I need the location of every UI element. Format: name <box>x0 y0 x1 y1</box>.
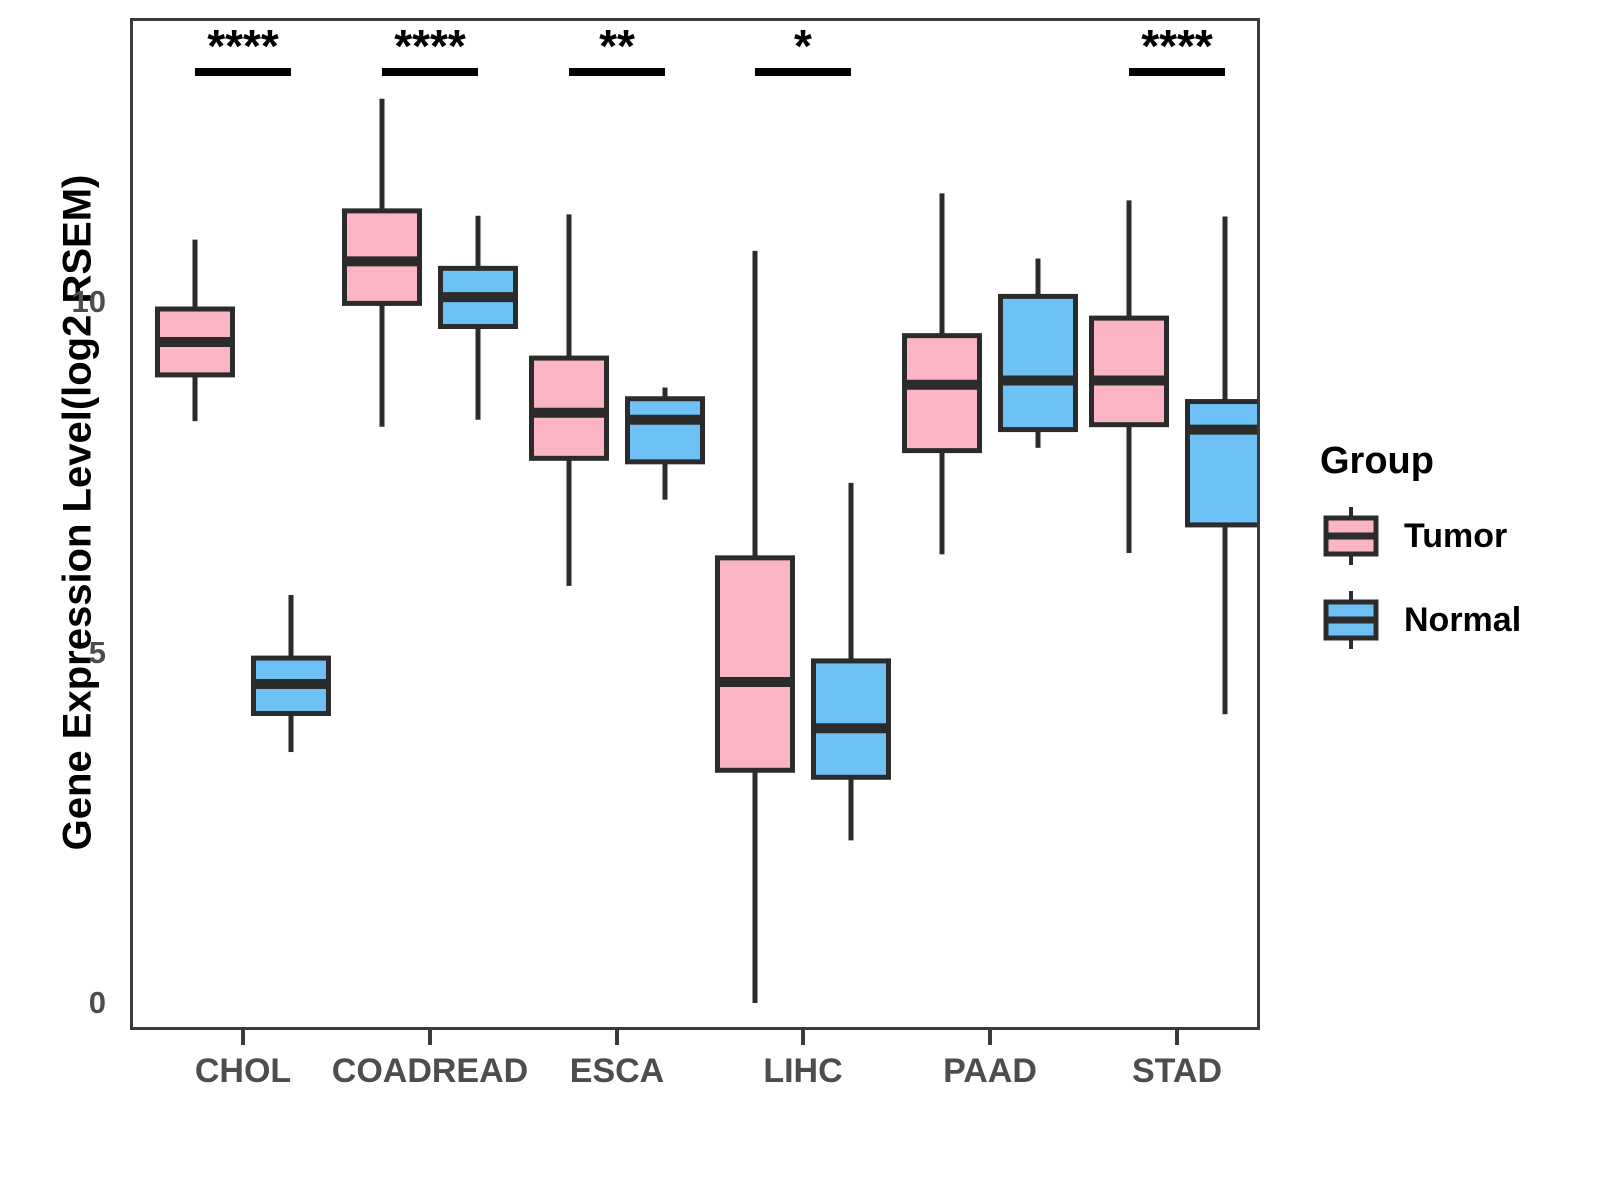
plot-panel: **** **** ** * **** <box>130 18 1260 1030</box>
x-tick-label-paad: PAAD <box>943 1052 1037 1090</box>
x-tick-mark-paad <box>988 1030 992 1045</box>
box-rect <box>811 658 891 780</box>
legend-items: Tumor Normal <box>1320 505 1590 651</box>
box-esca-normal <box>625 387 705 500</box>
box-coadread-normal <box>438 215 518 420</box>
box-esca-tumor <box>529 214 609 586</box>
significance-lihc: * <box>755 21 851 76</box>
box-rect <box>1185 399 1257 528</box>
box-stad-normal <box>1185 216 1257 715</box>
box-rect <box>1089 315 1169 428</box>
y-tick-label-5: 5 <box>88 634 106 670</box>
legend-item-normal[interactable]: Normal <box>1320 589 1590 651</box>
box-stad-tumor <box>1089 200 1169 553</box>
box-chol-normal <box>251 595 331 753</box>
box-rect <box>715 555 795 773</box>
legend-label-tumor: Tumor <box>1404 516 1508 555</box>
significance-stad: **** <box>1129 21 1225 76</box>
significance-label: ** <box>599 21 635 72</box>
box-rect <box>998 293 1078 433</box>
box-coadread-tumor <box>342 98 422 427</box>
y-tick-label-0: 0 <box>88 985 106 1020</box>
legend-title: Group <box>1320 440 1434 482</box>
y-tick-label-10: 10 <box>71 284 106 319</box>
x-tick-label-stad: STAD <box>1131 1052 1223 1090</box>
box-rect <box>625 396 705 465</box>
legend-item-tumor[interactable]: Tumor <box>1320 505 1590 567</box>
y-axis-ticks: 10 5 0 <box>60 0 188 1200</box>
legend: Group Tumor Normal <box>1320 440 1590 673</box>
boxplot-canvas: **** **** ** * **** <box>155 21 1257 1003</box>
x-tick-mark-coadread <box>428 1030 432 1045</box>
x-tick-mark-stad <box>1175 1030 1179 1045</box>
x-tick-label-esca: ESCA <box>569 1052 665 1090</box>
box-rect <box>902 333 982 454</box>
box-lihc-normal <box>811 482 891 841</box>
x-tick-label-chol: CHOL <box>194 1052 292 1090</box>
significance-label: **** <box>394 21 466 72</box>
significance-label: **** <box>207 21 279 72</box>
legend-label-normal: Normal <box>1404 600 1522 639</box>
significance-label: * <box>794 21 812 72</box>
box-paad-normal <box>998 258 1078 448</box>
x-tick-label-coadread: COADREAD <box>331 1052 529 1090</box>
significance-esca: ** <box>569 21 665 76</box>
box-lihc-tumor <box>715 250 795 1003</box>
legend-key-tumor-icon <box>1320 505 1382 567</box>
x-tick-mark-chol <box>241 1030 245 1045</box>
significance-label: **** <box>1141 21 1213 72</box>
box-chol-tumor <box>155 239 235 422</box>
x-tick-mark-esca <box>615 1030 619 1045</box>
box-paad-tumor <box>902 193 982 555</box>
significance-chol: **** <box>195 21 291 76</box>
x-tick-label-lihc: LIHC <box>763 1052 843 1090</box>
significance-coadread: **** <box>382 21 478 76</box>
legend-key-normal-icon <box>1320 589 1382 651</box>
x-tick-mark-lihc <box>801 1030 805 1045</box>
